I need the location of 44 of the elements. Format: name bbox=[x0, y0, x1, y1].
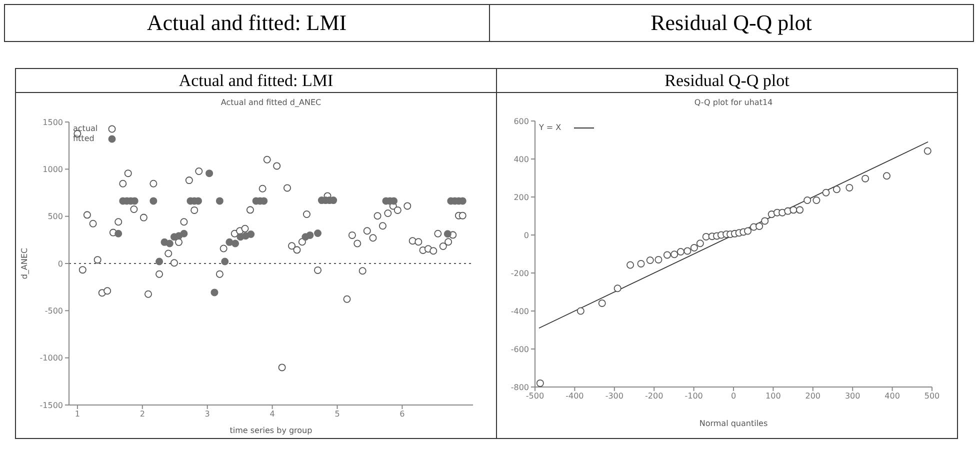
chart-title: Actual and fitted: LMI bbox=[16, 69, 496, 93]
x-tick-label: 400 bbox=[884, 392, 900, 401]
y-tick-label: 1000 bbox=[42, 165, 63, 174]
legend-label: actual bbox=[73, 124, 99, 134]
x-axis-title: time series by group bbox=[230, 426, 312, 435]
y-tick-label: 600 bbox=[514, 116, 529, 126]
legend-label: fitted bbox=[73, 134, 96, 144]
x-tick-label: -300 bbox=[605, 392, 624, 401]
y-tick-label: -500 bbox=[44, 306, 63, 316]
x-tick-label: -400 bbox=[566, 392, 584, 401]
y-tick-label: -800 bbox=[510, 382, 529, 392]
y-tick-label: 0 bbox=[58, 259, 63, 268]
x-tick-label: -100 bbox=[684, 392, 703, 401]
y-tick-label: 0 bbox=[524, 230, 529, 240]
x-axis-title: Normal quantiles bbox=[699, 419, 768, 428]
y-tick-label: 400 bbox=[514, 154, 529, 164]
x-tick-label: 2 bbox=[140, 410, 145, 419]
x-tick-label: -200 bbox=[645, 392, 664, 401]
y-tick-label: -200 bbox=[510, 268, 529, 278]
y-tick-label: -1000 bbox=[40, 354, 63, 363]
x-tick-label: 0 bbox=[730, 392, 736, 401]
y-tick-label: 500 bbox=[48, 212, 63, 222]
legend-label: Y = X bbox=[539, 123, 562, 133]
y-tick-label: 1500 bbox=[42, 118, 63, 127]
y-tick-label: 200 bbox=[514, 192, 529, 202]
x-tick-label: 6 bbox=[400, 410, 405, 419]
chart-subtitle: Actual and fitted d_ANEC bbox=[220, 98, 322, 107]
text: Actual and fitted: LMI bbox=[4, 4, 490, 42]
y-axis-title: d_ANEC bbox=[20, 248, 29, 280]
x-tick-label: 500 bbox=[924, 392, 940, 401]
x-tick-label: -500 bbox=[526, 392, 544, 401]
x-tick-label: 200 bbox=[805, 392, 821, 401]
chart-title: Residual Q-Q plot bbox=[497, 69, 957, 93]
y-tick-label: -600 bbox=[510, 344, 529, 354]
y-tick-label: -1500 bbox=[40, 400, 63, 410]
chart-subtitle: Q-Q plot for uhat14 bbox=[693, 98, 774, 107]
x-tick-label: 5 bbox=[334, 410, 340, 419]
y-tick-label: -400 bbox=[510, 306, 529, 316]
x-tick-label: 300 bbox=[844, 392, 860, 401]
text: Residual Q-Q plot bbox=[490, 4, 974, 42]
x-tick-label: 3 bbox=[204, 410, 210, 419]
x-tick-label: 1 bbox=[74, 410, 80, 419]
x-tick-label: 4 bbox=[270, 410, 275, 419]
x-tick-label: 100 bbox=[766, 392, 781, 401]
